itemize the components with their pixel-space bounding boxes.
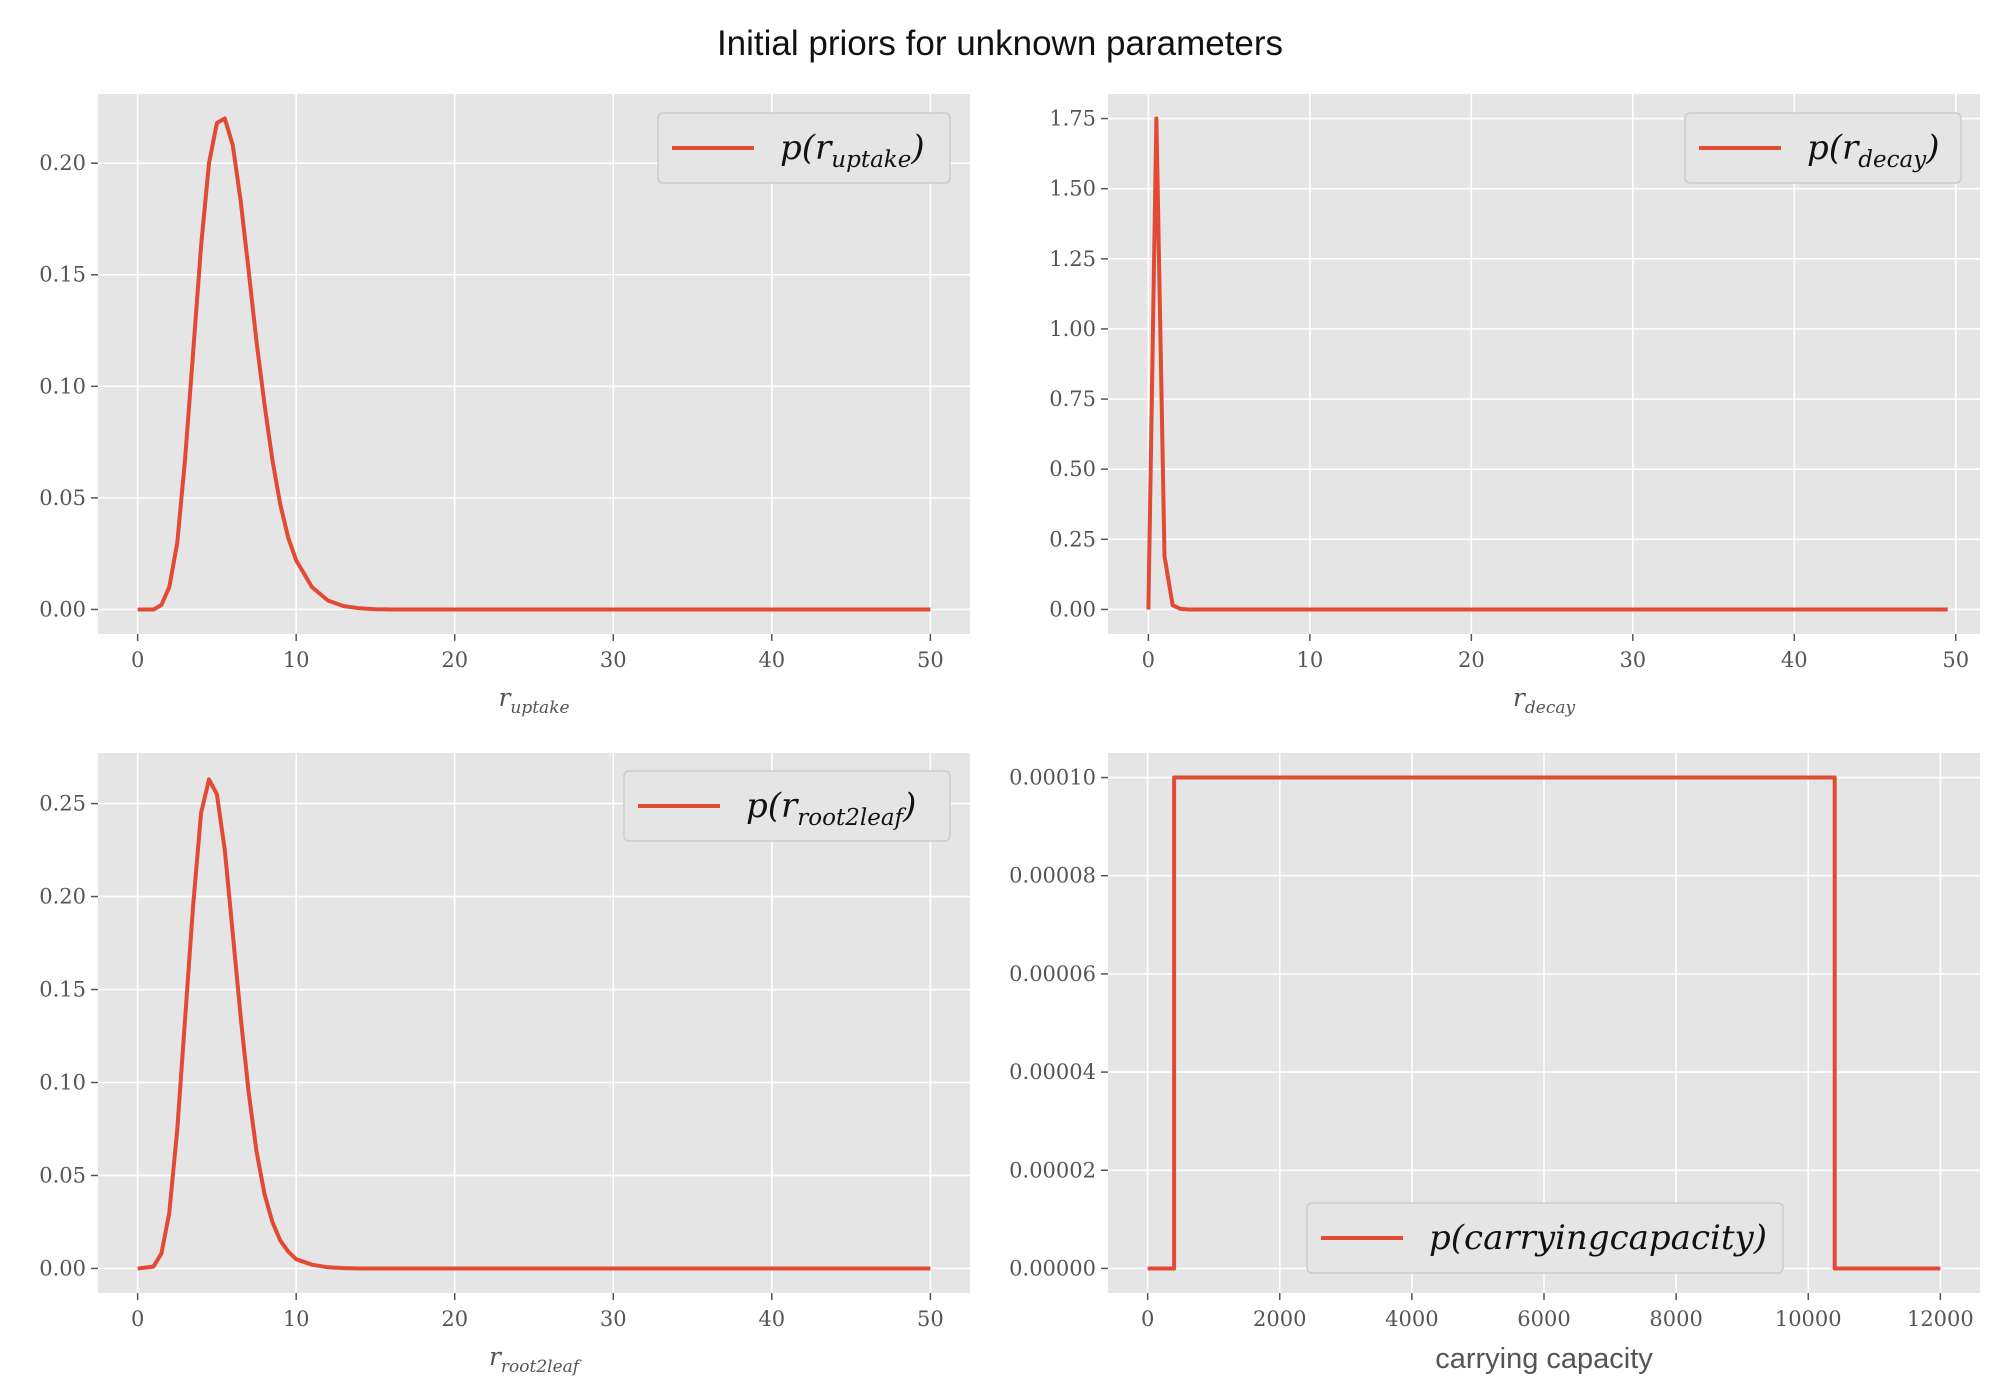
x-tick-label: 8000 bbox=[1649, 1307, 1702, 1331]
legend: p(rroot2leaf) bbox=[623, 770, 951, 842]
x-tick-label: 0 bbox=[131, 1307, 144, 1331]
legend-box bbox=[623, 770, 951, 842]
x-tick-label: 0 bbox=[131, 648, 144, 672]
x-tick-label: 4000 bbox=[1385, 1307, 1438, 1331]
y-tick-label: 0.05 bbox=[39, 486, 86, 510]
subplot-grid: 0 10 20 30 40 50 0.00 0.05 0.10 0.15 0.20 ruptake p(… bbox=[39, 94, 1980, 1377]
subplot-1: 0 10 20 30 40 50 0.00 0.05 0.10 0.15 0.20 ruptake p(… bbox=[39, 94, 970, 718]
series-line bbox=[1146, 116, 1948, 612]
legend-label: p(rroot2leaf) bbox=[746, 786, 916, 831]
y-tick-label: 0.00002 bbox=[1009, 1158, 1096, 1182]
x-tick-label: 0 bbox=[1141, 1307, 1154, 1331]
y-tick-label: 1.50 bbox=[1049, 177, 1096, 201]
series-line bbox=[137, 777, 931, 1271]
plot-area bbox=[1108, 94, 1980, 634]
y-tick-label: 0.15 bbox=[39, 978, 86, 1002]
plot-area bbox=[98, 94, 970, 634]
subplot-4: 0 2000 4000 6000 8000 10000 12000 0.00000 0.0000… bbox=[1009, 753, 1980, 1375]
y-tick-label: 0.00 bbox=[1049, 597, 1096, 621]
y-tick-label: 0.25 bbox=[39, 792, 86, 816]
y-tick-label: 0.20 bbox=[39, 885, 86, 909]
y-tick-label: 0.00004 bbox=[1009, 1060, 1096, 1084]
x-tick-label: 10 bbox=[283, 1307, 310, 1331]
figure-title: Initial priors for unknown parameters bbox=[717, 24, 1283, 63]
legend-box bbox=[657, 112, 951, 184]
y-tick-label: 0.20 bbox=[39, 151, 86, 175]
y-tick-label: 0.10 bbox=[39, 1071, 86, 1095]
x-tick-label: 20 bbox=[1458, 648, 1485, 672]
x-tick-label: 10000 bbox=[1775, 1307, 1842, 1331]
x-axis-label: rroot2leaf bbox=[489, 1342, 582, 1377]
y-tick-label: 0.00008 bbox=[1009, 864, 1096, 888]
y-tick-label: 0.00006 bbox=[1009, 962, 1096, 986]
x-tick-label: 20 bbox=[441, 648, 468, 672]
x-tick-label: 0 bbox=[1142, 648, 1155, 672]
legend-label: p(ruptake) bbox=[780, 128, 925, 173]
y-tick-label: 1.25 bbox=[1049, 247, 1096, 271]
x-tick-label: 50 bbox=[917, 648, 944, 672]
subplot-2: 0 10 20 30 40 50 0.00 0.25 0.50 0.75 1.00 1.25 1.50 1… bbox=[1049, 94, 1980, 718]
x-axis-label: carrying capacity bbox=[1435, 1343, 1653, 1375]
legend-label: p(rdecay) bbox=[1807, 128, 1939, 173]
x-axis-label: ruptake bbox=[498, 683, 569, 718]
x-tick-label: 40 bbox=[758, 1307, 785, 1331]
x-tick-label: 10 bbox=[283, 648, 310, 672]
subplot-3: 0 10 20 30 40 50 0.00 0.05 0.10 0.15 0.20 0.25 rroot… bbox=[39, 753, 970, 1377]
legend-label: p(carryingcapacity) bbox=[1429, 1218, 1767, 1258]
y-tick-label: 0.15 bbox=[39, 263, 86, 287]
legend: p(rdecay) bbox=[1684, 112, 1962, 184]
y-tick-label: 0.25 bbox=[1049, 527, 1096, 551]
y-tick-label: 0.00010 bbox=[1009, 766, 1096, 790]
x-tick-label: 50 bbox=[917, 1307, 944, 1331]
series-line bbox=[1147, 775, 1941, 1271]
x-tick-label: 30 bbox=[1619, 648, 1646, 672]
y-tick-label: 0.10 bbox=[39, 374, 86, 398]
y-tick-label: 0.00 bbox=[39, 597, 86, 621]
legend: p(ruptake) bbox=[657, 112, 951, 184]
plot-area bbox=[98, 753, 970, 1293]
legend-box bbox=[1684, 112, 1962, 184]
x-tick-label: 50 bbox=[1942, 648, 1969, 672]
x-tick-label: 30 bbox=[600, 648, 627, 672]
x-tick-label: 30 bbox=[600, 1307, 627, 1331]
y-tick-label: 0.50 bbox=[1049, 457, 1096, 481]
y-tick-label: 0.75 bbox=[1049, 387, 1096, 411]
legend: p(carryingcapacity) bbox=[1306, 1202, 1784, 1274]
x-tick-label: 40 bbox=[1781, 648, 1808, 672]
x-tick-label: 10 bbox=[1296, 648, 1323, 672]
x-tick-label: 6000 bbox=[1517, 1307, 1570, 1331]
y-tick-label: 1.00 bbox=[1049, 317, 1096, 341]
x-tick-label: 40 bbox=[758, 648, 785, 672]
x-tick-label: 12000 bbox=[1907, 1307, 1974, 1331]
y-tick-label: 0.05 bbox=[39, 1163, 86, 1187]
x-tick-label: 2000 bbox=[1253, 1307, 1306, 1331]
legend-box bbox=[1306, 1202, 1784, 1274]
y-tick-label: 1.75 bbox=[1049, 107, 1096, 131]
y-tick-label: 0.00000 bbox=[1009, 1256, 1096, 1280]
x-tick-label: 20 bbox=[441, 1307, 468, 1331]
x-axis-label: rdecay bbox=[1513, 683, 1576, 718]
y-tick-label: 0.00 bbox=[39, 1256, 86, 1280]
series-line bbox=[137, 116, 931, 612]
